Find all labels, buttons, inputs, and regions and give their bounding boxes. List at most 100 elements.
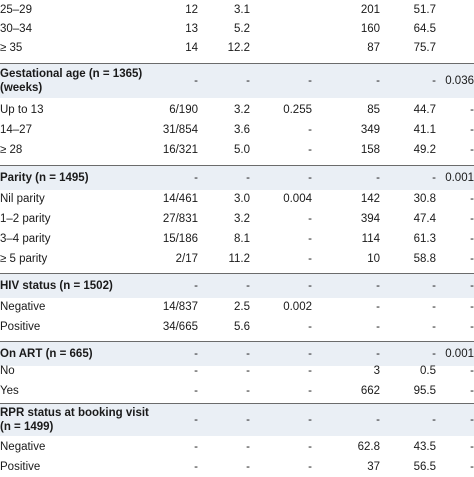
table-cell: -	[308, 365, 312, 377]
table-cell: -	[308, 233, 312, 245]
table-cell: 11.2	[228, 253, 250, 265]
table-cell: 62.8	[357, 441, 380, 453]
section-label: On ART (n = 665)	[0, 348, 93, 360]
table-cell: 85	[367, 104, 380, 116]
row-label: 30–34	[0, 22, 32, 35]
table-cell: -	[470, 321, 474, 333]
row-label: ≥ 28	[0, 144, 23, 156]
table-cell: 14/461	[162, 193, 198, 205]
table-cell: -	[432, 321, 436, 333]
row-label: ≥ 35	[0, 41, 23, 54]
table-row: Up to 13 6/190 3.2 0.255 85 44.7 -	[0, 100, 474, 120]
table-cell: 5.2	[234, 22, 250, 35]
table-section-row: Gestational age (n = 1365) (weeks) - - - - -0…	[0, 63, 474, 98]
table-cell: -	[470, 280, 474, 292]
table-cell: -	[308, 172, 312, 184]
table-section-row: RPR status at booking visit (n = 1499) - -…	[0, 403, 474, 436]
table-cell: -	[470, 461, 474, 473]
table-cell: 58.8	[413, 253, 436, 265]
table-cell: 158	[360, 144, 380, 156]
table-row: No - - - 3 0.5 -	[0, 361, 474, 381]
table-cell: 5.6	[234, 321, 250, 333]
table-cell: -	[376, 414, 380, 426]
table-cell: 3	[373, 365, 380, 377]
table-cell: 0.255	[283, 104, 312, 116]
table-cell: -	[194, 75, 198, 87]
table-cell: 394	[360, 213, 380, 225]
table-cell: -	[308, 348, 312, 360]
table-cell: 3.2	[234, 104, 250, 116]
table-cell	[262, 38, 312, 57]
table-cell: -	[308, 461, 312, 473]
table-row: Positive 34/665 5.6 - - - -	[0, 317, 474, 337]
row-label: Nil parity	[0, 193, 45, 205]
table-cell: 114	[361, 233, 380, 245]
table-cell: 12.2	[227, 41, 250, 54]
table-cell: 56.5	[413, 461, 436, 473]
table-cell: 3.6	[234, 124, 250, 136]
table-cell: 10	[367, 253, 380, 265]
table-cell: -	[246, 172, 250, 184]
row-label: 3–4 parity	[0, 233, 51, 245]
row-label: 14–27	[0, 124, 32, 136]
table-cell: -	[308, 124, 312, 136]
table-cell: -	[246, 414, 250, 426]
table-cell: -	[376, 75, 380, 87]
table-cell: -	[308, 321, 312, 333]
table-cell: -	[470, 193, 474, 205]
section-label: Parity (n = 1495)	[0, 172, 89, 184]
table-cell: -	[246, 461, 250, 473]
table-cell: 13	[185, 22, 198, 35]
table-row: Negative - - - 62.8 43.5 -	[0, 437, 474, 457]
table-cell: 2/17	[175, 253, 198, 265]
table-row: Yes - - - 662 95.5 -	[0, 381, 474, 401]
table-row: 14–27 31/854 3.6 - 349 41.1 -	[0, 120, 474, 140]
table-cell: 51.7	[413, 3, 436, 16]
table-cell: -	[470, 144, 474, 156]
table-row: Positive - - - 37 56.5 -	[0, 457, 474, 477]
table-cell: -	[376, 301, 380, 313]
table-cell: -	[246, 365, 250, 377]
table-row: ≥ 28 16/321 5.0 - 158 49.2 -	[0, 140, 474, 160]
table-cell: -	[432, 414, 436, 426]
table-section-row: On ART (n = 665) - - - - -0.001	[0, 341, 474, 366]
table-cell: -	[470, 365, 474, 377]
table-cell: 201	[360, 3, 380, 16]
row-label: 1–2 parity	[0, 213, 51, 225]
section-label: Gestational age (n = 1365) (weeks)	[0, 68, 143, 94]
table-cell: 30.8	[413, 193, 436, 205]
row-label: 25–29	[0, 3, 32, 16]
table-row: ≥ 35 14 12.2 87 75.7	[0, 38, 474, 57]
table-cell: -	[194, 441, 198, 453]
table-cell: -	[308, 385, 312, 397]
table-cell: -	[432, 75, 436, 87]
table-cell: -	[470, 104, 474, 116]
table-cell: -	[308, 253, 312, 265]
table-cell: -	[432, 280, 436, 292]
table-row: ≥ 5 parity 2/17 11.2 - 10 58.8 -	[0, 249, 474, 269]
table-cell	[420, 0, 474, 19]
table-cell: -	[246, 75, 250, 87]
table-cell: 8.1	[234, 233, 250, 245]
table-cell: -	[376, 280, 380, 292]
table-cell: 0.001	[445, 172, 474, 184]
table-cell: -	[194, 385, 198, 397]
table-cell: 27/831	[162, 213, 198, 225]
table-cell: 14	[185, 41, 198, 54]
table-cell: 41.1	[413, 124, 436, 136]
table-cell: 37	[367, 461, 380, 473]
table-cell: 12	[185, 3, 198, 16]
row-label: Negative	[0, 441, 46, 453]
table-cell: 3.1	[234, 3, 250, 16]
table-cell: 61.3	[413, 233, 436, 245]
table-cell: -	[194, 461, 198, 473]
table-cell: -	[470, 414, 474, 426]
table-cell: 662	[360, 385, 380, 397]
table-cell: 64.5	[413, 22, 436, 35]
row-label: No	[0, 365, 15, 377]
table-cell: -	[246, 280, 250, 292]
table-cell: 349	[360, 124, 380, 136]
table-cell: -	[194, 280, 198, 292]
table-cell: 142	[360, 193, 380, 205]
